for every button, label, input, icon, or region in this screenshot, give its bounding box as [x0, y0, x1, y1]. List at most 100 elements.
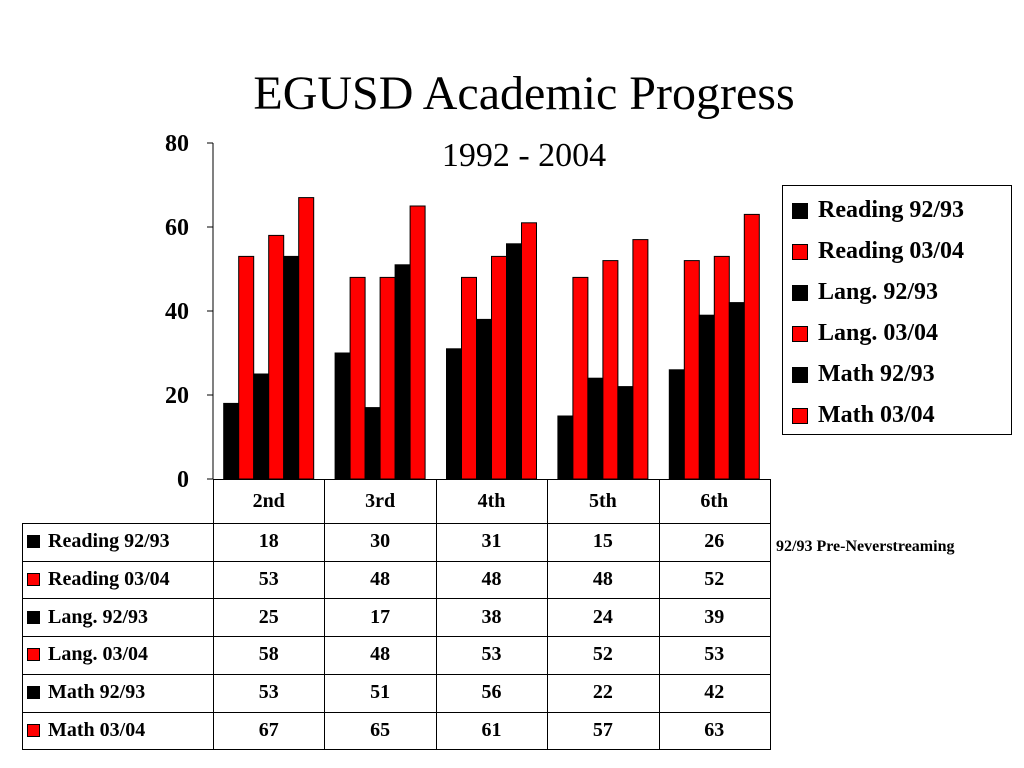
table-gridline: [324, 479, 326, 749]
table-cell: 51: [370, 681, 391, 704]
bar: [632, 239, 649, 480]
legend-label: Reading 03/04: [818, 238, 965, 264]
bar: [223, 402, 240, 480]
table-gridline: [658, 479, 660, 749]
bar: [476, 318, 492, 480]
bar: [617, 386, 634, 480]
legend-item: Reading 03/04: [783, 231, 1011, 272]
legend-swatch: [792, 366, 808, 383]
y-tick-label: 80: [165, 131, 189, 157]
table-gridline: [770, 479, 771, 749]
table-cell: 31: [481, 530, 502, 553]
table-row-name: Reading 03/04: [48, 568, 170, 591]
legend-swatch: [792, 243, 808, 260]
table-row-name: Reading 92/93: [48, 530, 170, 553]
legend-item: Reading 92/93: [783, 190, 1011, 231]
table-row-swatch: [27, 535, 40, 549]
table-cell: 22: [592, 681, 613, 704]
table-gridline: [22, 674, 771, 675]
bar: [446, 348, 462, 480]
table-row-label: Lang. 03/04: [22, 636, 213, 674]
table-gridline: [22, 561, 771, 562]
category-label: 2nd: [252, 489, 285, 512]
bar: [491, 255, 507, 480]
table-row-swatch: [27, 648, 40, 662]
table-cell: 48: [481, 568, 502, 591]
table-cell: 52: [704, 568, 725, 591]
bar: [334, 352, 351, 480]
category-label: 4th: [477, 489, 506, 512]
table-cell: 57: [592, 718, 613, 741]
table-gridline: [213, 479, 214, 749]
bar: [298, 197, 315, 480]
y-tick-label: 0: [177, 467, 189, 493]
table-cell: 53: [258, 681, 279, 704]
table-cell: 53: [704, 643, 725, 666]
table-gridline: [22, 712, 771, 713]
table-gridline: [22, 598, 771, 599]
legend-swatch: [792, 325, 808, 342]
category-label: 6th: [700, 489, 729, 512]
table-cell: 67: [258, 718, 279, 741]
table-row-name: Lang. 92/93: [48, 605, 149, 628]
table-cell: 38: [481, 605, 502, 628]
bar: [683, 260, 700, 480]
table-gridline: [22, 749, 771, 750]
y-tick-label: 60: [165, 215, 189, 241]
legend-item: Lang. 92/93: [783, 272, 1011, 313]
bar: [521, 222, 537, 480]
table-cell: 42: [704, 681, 725, 704]
table-cell: 24: [592, 605, 613, 628]
bar: [728, 302, 745, 480]
bar: [572, 276, 589, 480]
bar: [268, 234, 285, 480]
bar: [743, 213, 760, 480]
table-cell: 52: [592, 643, 613, 666]
table-row-swatch: [27, 723, 40, 737]
legend-swatch: [792, 407, 808, 424]
table-cell: 18: [258, 530, 279, 553]
table-cell: 65: [370, 718, 391, 741]
table-gridline: [547, 479, 549, 749]
table-row-label: Reading 03/04: [22, 561, 213, 599]
y-tick-label: 40: [165, 299, 189, 325]
legend-item: Lang. 03/04: [783, 313, 1011, 354]
table-row-swatch: [27, 610, 40, 624]
legend-label: Lang. 03/04: [818, 320, 939, 346]
note-text: 92/93 Pre-Neverstreaming: [776, 538, 955, 555]
table-cell: 15: [592, 530, 613, 553]
table-cell: 48: [370, 568, 391, 591]
table-gridline: [435, 479, 437, 749]
bar: [587, 377, 604, 480]
legend-label: Math 03/04: [818, 402, 935, 428]
table-cell: 25: [258, 605, 279, 628]
bar: [557, 415, 574, 480]
table-cell: 61: [481, 718, 502, 741]
bar: [713, 255, 730, 480]
legend-swatch: [792, 202, 808, 219]
table-cell: 30: [370, 530, 391, 553]
table-cell: 26: [704, 530, 725, 553]
table-cell: 53: [258, 568, 279, 591]
table-cell: 56: [481, 681, 502, 704]
legend-swatch: [792, 284, 808, 301]
legend-item: Math 03/04: [783, 395, 1011, 436]
table-gridline: [22, 523, 771, 524]
table-row-label: Reading 92/93: [22, 523, 213, 561]
chart-title: EGUSD Academic Progress: [253, 67, 795, 120]
table-cell: 58: [258, 643, 279, 666]
table-cell: 48: [592, 568, 613, 591]
table-gridline: [22, 636, 771, 637]
bar: [349, 276, 366, 480]
bar: [506, 243, 522, 480]
table-cell: 48: [370, 643, 391, 666]
bar: [602, 260, 619, 480]
bar: [238, 255, 255, 480]
category-label: 5th: [588, 489, 617, 512]
bar: [668, 369, 685, 480]
bar: [379, 276, 396, 480]
table-row-label: Math 03/04: [22, 712, 213, 750]
chart-subtitle: 1992 - 2004: [441, 137, 607, 174]
legend-label: Math 92/93: [818, 361, 935, 387]
table-row-name: Math 92/93: [48, 681, 146, 704]
